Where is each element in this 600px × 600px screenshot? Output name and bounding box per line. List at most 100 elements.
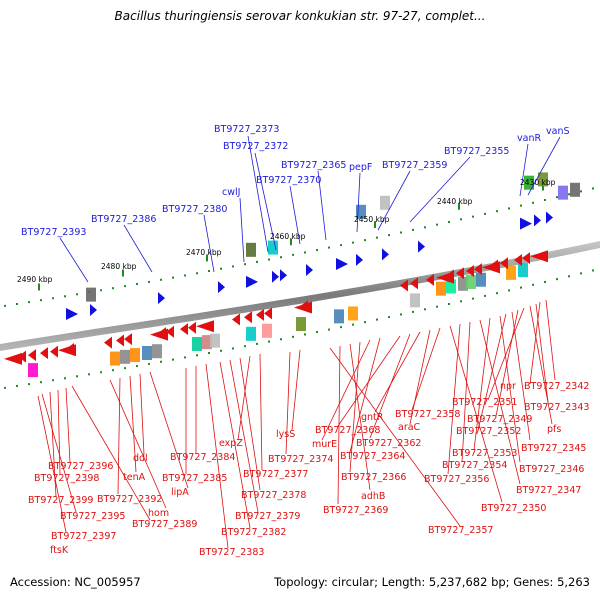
gene-label[interactable]: BT9727_2397 [51, 531, 116, 542]
gene-label[interactable]: tenA [123, 472, 146, 483]
gene-label[interactable]: BT9727_2355 [444, 146, 509, 157]
reverse-gene-arrow [196, 320, 214, 333]
label-connector [535, 303, 549, 403]
gene-label[interactable]: BT9727_2369 [323, 505, 388, 516]
cog-box [410, 293, 420, 308]
gene-label[interactable]: BT9727_2362 [356, 438, 421, 449]
tick-dot [220, 349, 222, 352]
gene-label[interactable]: vanS [546, 126, 570, 137]
gene-label[interactable]: BT9727_2389 [132, 519, 197, 530]
gene-label[interactable]: BT9727_2365 [281, 160, 346, 171]
cog-box [334, 309, 344, 324]
label-connector [487, 307, 525, 401]
tick-dot [376, 318, 378, 321]
gene-label[interactable]: BT9727_2372 [223, 141, 288, 152]
gene-label[interactable]: adhB [361, 491, 385, 502]
label-connector [479, 319, 521, 485]
tick-dot [472, 297, 474, 300]
gene-label[interactable]: BT9727_2352 [456, 426, 521, 437]
tick-dot [112, 369, 114, 372]
kbp-tick [458, 202, 460, 210]
tick-dot [292, 253, 294, 256]
tick-dot [520, 286, 522, 289]
cog-box [380, 195, 390, 210]
gene-label[interactable]: BT9727_2385 [162, 473, 227, 484]
gene-label[interactable]: BT9727_2342 [524, 381, 589, 392]
gene-label[interactable]: BT9727_2382 [221, 527, 286, 538]
gene-label[interactable]: araC [398, 422, 421, 433]
gene-label[interactable]: BT9727_2396 [48, 461, 113, 472]
reverse-gene-arrow [522, 252, 530, 265]
gene-label[interactable]: BT9727_2393 [21, 227, 86, 238]
tick-dot [424, 308, 426, 311]
gene-label[interactable]: BT9727_2380 [162, 204, 227, 215]
gene-label[interactable]: BT9727_2358 [395, 409, 460, 420]
gene-label[interactable]: hom [148, 508, 169, 519]
gene-label[interactable]: BT9727_2351 [452, 397, 517, 408]
label-connector [409, 329, 431, 425]
tick-dot [256, 342, 258, 345]
gene-label[interactable]: ftsK [50, 545, 69, 556]
gene-label[interactable]: BT9727_2343 [524, 402, 589, 413]
gene-label[interactable]: BT9727_2349 [467, 414, 532, 425]
tick-dot [208, 352, 210, 355]
gene-label[interactable]: lysS [276, 429, 295, 440]
gene-label[interactable]: BT9727_2366 [341, 472, 406, 483]
gene-label[interactable]: pepF [349, 162, 372, 173]
label-connector [254, 152, 277, 251]
gene-label[interactable]: BT9727_2386 [91, 214, 156, 225]
gene-label[interactable]: BT9727_2384 [170, 452, 235, 463]
gene-label[interactable]: lipA [171, 487, 189, 498]
gene-label[interactable]: BT9727_2364 [340, 451, 405, 462]
forward-gene-arrow [272, 270, 279, 283]
gene-label[interactable]: BT9727_2346 [519, 464, 584, 475]
gene-label[interactable]: pfs [547, 424, 561, 435]
label-connector [377, 170, 411, 231]
gene-label[interactable]: BT9727_2354 [442, 460, 507, 471]
gene-label[interactable]: BT9727_2392 [97, 494, 162, 505]
kbp-label: 2490 kbp [17, 275, 53, 284]
gene-label[interactable]: BT9727_2357 [428, 525, 493, 536]
reverse-gene-arrow [50, 345, 58, 358]
tick-dot [508, 207, 510, 210]
reverse-gene-arrow [124, 333, 132, 346]
cog-box [538, 172, 548, 187]
gene-label[interactable]: ddl [133, 453, 148, 464]
reverse-gene-arrow [530, 250, 548, 263]
gene-label[interactable]: BT9727_2368 [315, 425, 380, 436]
gene-label[interactable]: BT9727_2398 [34, 473, 99, 484]
gene-label[interactable]: BT9727_2379 [235, 511, 300, 522]
gene-label[interactable]: BT9727_2353 [452, 448, 517, 459]
gene-label[interactable]: BT9727_2377 [243, 469, 308, 480]
gene-label[interactable]: BT9727_2359 [382, 160, 447, 171]
gene-label[interactable]: BT9727_2378 [241, 490, 306, 501]
forward-gene-arrow [534, 214, 541, 227]
gene-label[interactable]: BT9727_2374 [268, 454, 333, 465]
gene-label[interactable]: npr [500, 381, 516, 392]
label-connector [349, 341, 361, 473]
gene-label[interactable]: vanR [517, 133, 541, 144]
gene-label[interactable]: murE [312, 439, 337, 450]
tick-dot [412, 310, 414, 313]
gene-label[interactable]: BT9727_2399 [28, 495, 93, 506]
reverse-gene-arrow [116, 334, 124, 347]
tick-dot [52, 297, 54, 300]
tick-dot [100, 371, 102, 374]
gene-label[interactable]: expZ [219, 438, 243, 449]
gene-label[interactable]: BT9727_2373 [214, 124, 279, 135]
gene-label[interactable]: BT9727_2383 [199, 547, 264, 558]
gene-label[interactable]: BT9727_2356 [424, 474, 489, 485]
cog-boxes [28, 172, 580, 378]
tick-dot [340, 244, 342, 247]
gene-label[interactable]: BT9727_2347 [516, 485, 581, 496]
gene-label[interactable]: BT9727_2345 [521, 443, 586, 454]
gene-label[interactable]: BT9727_2395 [60, 511, 125, 522]
cog-box [86, 287, 96, 302]
tick-dot [532, 201, 534, 204]
gene-label[interactable]: gntR [361, 412, 384, 423]
gene-label[interactable]: cwlJ [222, 187, 240, 198]
reverse-gene-arrow [500, 257, 508, 270]
gene-label[interactable]: BT9727_2350 [481, 503, 546, 514]
gene-label[interactable]: BT9727_2370 [256, 175, 321, 186]
tick-dot [352, 323, 354, 326]
